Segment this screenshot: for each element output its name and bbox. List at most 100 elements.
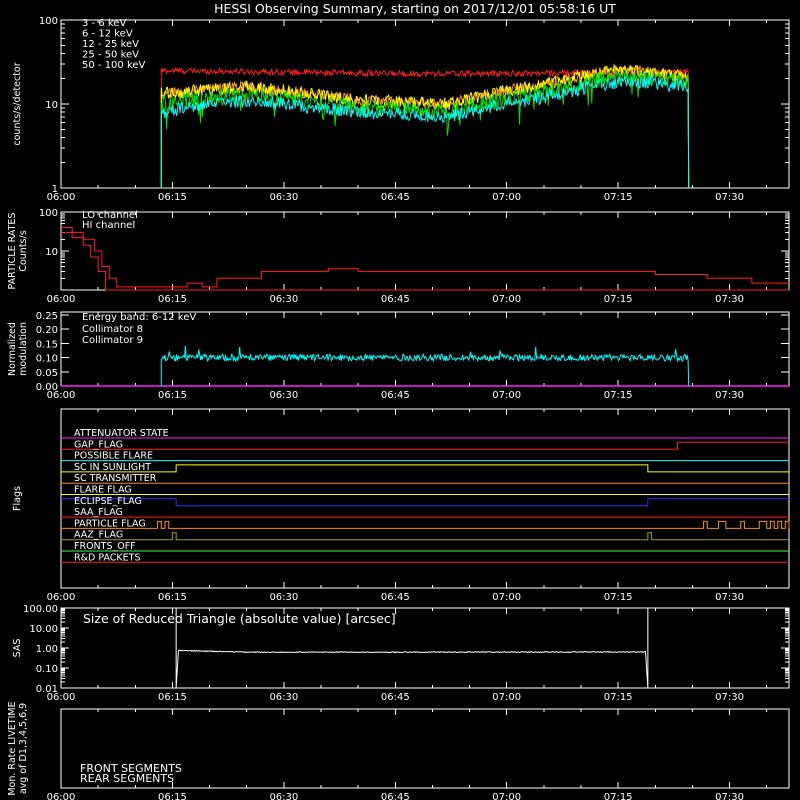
legend-entry: FRONT SEGMENTS — [80, 762, 182, 775]
y-tick-label: 0.01 — [36, 684, 58, 695]
y-tick-label: 100 — [39, 208, 58, 219]
y-tick-label: 1 — [52, 184, 58, 195]
time-tick-label: 07:15 — [604, 192, 633, 203]
legend-entry: LO channel — [82, 210, 138, 221]
y-tick-label: 0.25 — [36, 311, 58, 322]
y-tick-label: 0.05 — [36, 368, 58, 379]
time-tick-label: 06:00 — [47, 192, 76, 203]
y-axis-label: modulation — [18, 322, 29, 376]
annotation: Energy band: 6-12 keV — [82, 312, 196, 323]
time-tick-label: 06:15 — [158, 692, 187, 703]
panel-frame — [60, 708, 790, 789]
time-tick-label: 07:30 — [715, 192, 744, 203]
series-line-4 — [160, 75, 690, 189]
flag-label: SAA_FLAG — [74, 507, 123, 518]
series-line-0 — [160, 345, 690, 387]
y-tick-label: 10 — [45, 247, 58, 258]
time-tick-label: 07:30 — [715, 294, 744, 305]
time-tick-label: 06:45 — [381, 792, 410, 800]
legend-entry: 50 - 100 keV — [82, 60, 146, 71]
panel-frame — [60, 311, 790, 387]
series-line-0 — [61, 227, 789, 288]
flag-line-1 — [61, 441, 789, 450]
time-tick-label: 06:00 — [47, 390, 76, 401]
time-tick-label: 06:45 — [381, 294, 410, 305]
panel-particle-rates: 06:00 06:15 06:30 06:45 07:00 07:15 07:30 PARTI… — [7, 208, 790, 305]
panel-count-rates: 06:00 06:15 06:30 06:45 07:00 07:15 07:30 count… — [12, 16, 790, 203]
legend-entry: 6 - 12 keV — [82, 29, 133, 40]
legend-entry: Collimator 9 — [82, 335, 143, 346]
y-tick-label: 1.00 — [36, 644, 58, 655]
series-line-1 — [61, 231, 789, 291]
flag-line-6 — [61, 498, 789, 507]
y-axis-label: counts/s/detector — [12, 62, 23, 145]
series-line-0 — [175, 608, 649, 689]
time-tick-label: 07:30 — [715, 792, 744, 800]
flag-line-8 — [61, 520, 790, 529]
y-axis-label: PARTICLE RATES — [7, 213, 18, 290]
flag-label: AAZ_FLAG — [74, 530, 123, 541]
panel-flags: 06:00 06:15 06:30 06:45 07:00 07:15 07:30 Flags… — [12, 408, 790, 603]
time-tick-label: 06:00 — [47, 792, 76, 800]
panel-sas: 06:00 06:15 06:30 06:45 07:00 07:15 07:30 SAS 0.… — [12, 604, 790, 703]
panel-livetime: 06:00 06:15 06:30 06:45 07:00 07:15 07:30 Mon. … — [7, 701, 790, 800]
y-axis-label: Counts/s — [18, 230, 29, 271]
time-tick-label: 06:30 — [269, 294, 298, 305]
flag-label: GAP_FLAG — [74, 439, 123, 450]
flag-label: ECLIPSE_FLAG — [74, 496, 142, 507]
flag-label: FRONTS_OFF — [74, 541, 136, 552]
y-axis-label: Flags — [12, 486, 23, 511]
time-tick-label: 06:30 — [269, 192, 298, 203]
legend-entry: REAR SEGMENTS — [80, 772, 174, 785]
flag-label: SC TRANSMITTER — [74, 473, 157, 484]
y-axis-label: Mon. Rate LIVETIME — [7, 701, 18, 795]
time-tick-label: 07:00 — [492, 692, 521, 703]
panel-modulation: 06:00 06:15 06:30 06:45 07:00 07:15 07:30 Norma… — [7, 311, 790, 401]
flag-label: R&D PACKETS — [74, 552, 141, 563]
y-tick-label: 0.15 — [36, 339, 58, 350]
time-tick-label: 06:15 — [158, 192, 187, 203]
y-tick-label: 10.00 — [29, 624, 58, 635]
time-tick-label: 06:45 — [381, 192, 410, 203]
time-tick-label: 06:45 — [381, 692, 410, 703]
time-tick-label: 06:30 — [269, 592, 298, 603]
annotation: Size of Reduced Triangle (absolute value… — [83, 611, 396, 626]
flag-label: PARTICLE FLAG — [74, 518, 146, 529]
legend-entry: Collimator 8 — [82, 324, 143, 335]
time-tick-label: 07:00 — [492, 792, 521, 800]
y-tick-label: 0.20 — [36, 325, 58, 336]
time-tick-label: 07:00 — [492, 390, 521, 401]
legend-entry: 12 - 25 keV — [82, 39, 139, 50]
time-tick-label: 06:45 — [381, 390, 410, 401]
time-tick-label: 06:15 — [158, 390, 187, 401]
time-tick-label: 06:15 — [158, 294, 187, 305]
time-tick-label: 07:00 — [492, 294, 521, 305]
time-tick-label: 06:30 — [269, 692, 298, 703]
y-tick-label: 0.10 — [36, 664, 58, 675]
time-tick-label: 07:15 — [604, 390, 633, 401]
time-tick-label: 07:30 — [715, 592, 744, 603]
time-tick-label: 06:30 — [269, 390, 298, 401]
y-axis-label: avg of D1,3,4,5,6,9 — [18, 703, 29, 794]
panel-frame — [60, 211, 790, 291]
y-tick-label: 0.00 — [36, 382, 58, 393]
time-tick-label: 07:30 — [715, 692, 744, 703]
time-tick-label: 06:15 — [158, 592, 187, 603]
time-tick-label: 07:30 — [715, 390, 744, 401]
time-tick-label: 07:15 — [604, 792, 633, 800]
y-tick-label: 0.10 — [36, 354, 58, 365]
time-tick-label: 06:15 — [158, 792, 187, 800]
y-tick-label: 100 — [39, 16, 58, 27]
time-tick-label: 07:00 — [492, 192, 521, 203]
time-tick-label: 07:15 — [604, 692, 633, 703]
time-tick-label: 06:30 — [269, 792, 298, 800]
figure-title: HESSI Observing Summary, starting on 201… — [214, 1, 616, 16]
flag-line-9 — [61, 532, 789, 541]
legend-entry: 3 - 6 keV — [82, 18, 126, 29]
time-tick-label: 06:00 — [47, 692, 76, 703]
flag-line-3 — [61, 464, 789, 473]
time-tick-label: 07:15 — [604, 294, 633, 305]
y-tick-label: 100.00 — [23, 604, 58, 615]
time-tick-label: 07:15 — [604, 592, 633, 603]
